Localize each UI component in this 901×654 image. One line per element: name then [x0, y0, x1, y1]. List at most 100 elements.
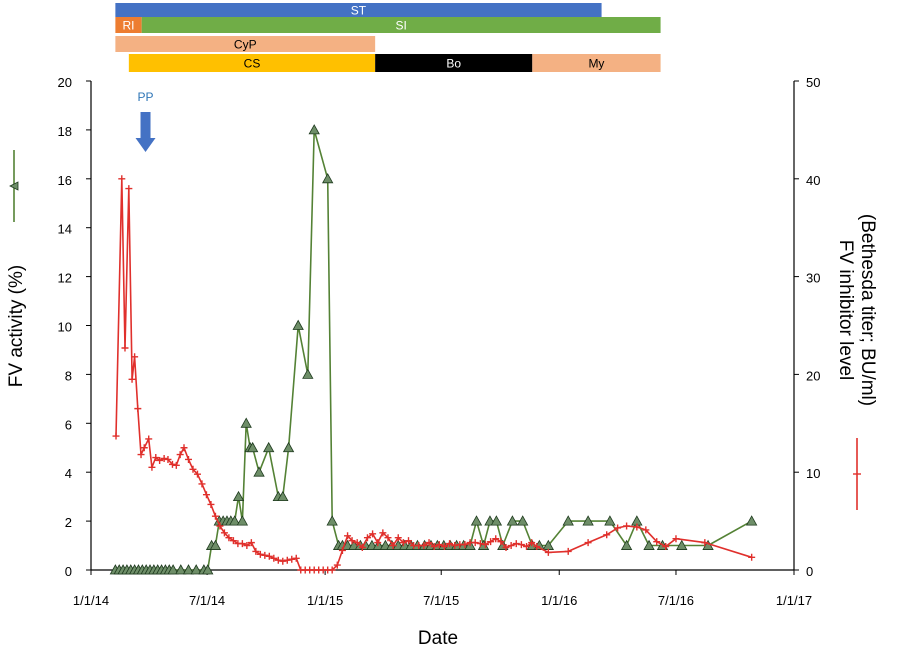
x-tick-label: 1/1/16 [541, 593, 577, 608]
fv-inhibitor-point [202, 491, 210, 499]
pp-annotation: PP [135, 90, 156, 152]
fv-inhibitor-point [148, 463, 156, 471]
fv-inhibitor-point [369, 530, 377, 538]
fv-inhibitor-point [435, 541, 443, 549]
fv-activity-point [282, 441, 295, 453]
fv-inhibitor-point [137, 451, 145, 459]
fv-inhibitor-point [492, 535, 500, 543]
y-right-ticks: 0 10 20 30 40 50 [794, 75, 820, 579]
treatment-bar-cs [128, 54, 376, 72]
fv-inhibitor-point [384, 534, 392, 542]
fv-activity-point [582, 515, 594, 526]
y-left-tick-label: 4 [65, 466, 72, 481]
fv-activity-point [262, 441, 275, 453]
fv-inhibitor-point [168, 460, 176, 468]
y-left-tick-label: 10 [58, 320, 72, 335]
fv-inhibitor-point [353, 539, 361, 547]
fv-inhibitor-point [642, 526, 650, 534]
fv-inhibitor-point [261, 551, 269, 559]
fv-activity-point [745, 515, 758, 526]
fv-inhibitor-point [121, 344, 129, 352]
treatment-bar-label-bo: Bo [446, 57, 461, 71]
fv-inhibitor-point [256, 550, 264, 558]
fv-inhibitor-point [507, 542, 515, 550]
fv-activity-point [292, 319, 304, 330]
fv-inhibitor-point [358, 544, 366, 552]
fv-inhibitor-point [614, 524, 622, 532]
fv-inhibitor-point [270, 554, 278, 562]
fv-inhibitor-point [487, 538, 495, 546]
fv-activity-point [308, 124, 320, 135]
fv-inhibitor-point [451, 542, 459, 550]
y-left-tick-label: 12 [58, 271, 72, 286]
fv-activity-point [236, 515, 249, 526]
x-tick-label: 7/1/14 [189, 593, 225, 608]
fv-activity-point [228, 515, 241, 526]
fv-inhibitor-point [328, 566, 336, 574]
fv-activity-point [175, 564, 187, 575]
fv-inhibitor-point [481, 541, 489, 549]
y-left-ticks: 0 2 4 6 8 10 12 14 16 18 20 [58, 75, 91, 579]
fv-inhibitor-point [374, 539, 382, 547]
fv-inhibitor-point [198, 480, 206, 488]
y-left-tick-label: 18 [58, 124, 72, 139]
fv-inhibitor-point [512, 540, 520, 548]
x-tick-label: 7/1/16 [658, 593, 694, 608]
fv-inhibitor-point [172, 461, 180, 469]
fv-inhibitor-point [247, 539, 255, 547]
fv-activity-point [470, 515, 483, 526]
fv-inhibitor-point [128, 375, 136, 383]
treatment-bar-cyp [115, 36, 376, 52]
fv-inhibitor-point [279, 557, 287, 565]
right-legend [853, 438, 861, 510]
fv-inhibitor-point [662, 543, 670, 551]
fv-inhibitor-point [152, 454, 160, 462]
fv-inhibitor-point [125, 185, 133, 193]
fv-inhibitor-point [207, 500, 215, 508]
fv-inhibitor-point [189, 465, 197, 473]
fv-inhibitor-point [389, 542, 397, 550]
fv-inhibitor-point [544, 548, 552, 556]
fv-inhibitor-point [274, 556, 282, 564]
fv-activity-point [643, 539, 655, 550]
axes [90, 81, 795, 571]
fv-inhibitor-line [115, 178, 752, 571]
treatment-bar-st [115, 3, 602, 17]
y-left-tick-label: 20 [58, 75, 72, 90]
fv-activity-point [562, 515, 574, 526]
y-right-tick-label: 40 [806, 173, 820, 188]
fv-activity-point [240, 417, 252, 428]
y-left-axis-title: FV activity (%) [6, 265, 27, 387]
fv-inhibitor-point [180, 444, 188, 452]
fv-inhibitor-point [446, 540, 454, 548]
fv-inhibitor-point [476, 540, 484, 548]
treatment-bar-label-ri: RI [123, 19, 135, 33]
x-tick-label: 1/1/15 [307, 593, 343, 608]
fv-inhibitor-point [701, 539, 709, 547]
fv-inhibitor-point [344, 532, 352, 540]
fv-activity-point [232, 490, 245, 502]
fv-inhibitor-point [394, 534, 402, 542]
x-axis-title: Date [418, 628, 458, 649]
left-legend [9, 150, 19, 222]
fv-inhibitor-point [517, 541, 525, 549]
fv-activity-point [302, 368, 314, 379]
fv-activity-point [506, 515, 519, 526]
fv-inhibitor-point [156, 456, 164, 464]
fv-inhibitor-point [145, 435, 153, 443]
fv-inhibitor-point [292, 554, 300, 562]
fv-inhibitor-point [399, 539, 407, 547]
fv-inhibitor-point [193, 470, 201, 478]
treatment-bar-label-cs: CS [244, 57, 261, 71]
fv-activity-point [676, 539, 688, 550]
treatment-bar-label-st: ST [351, 4, 367, 18]
treatment-bar-label-my: My [588, 57, 604, 71]
fv-activity-point [202, 564, 214, 575]
y-right-tick-label: 30 [806, 271, 820, 286]
fv-activity-point [182, 564, 195, 575]
fv-inhibitor-point [363, 534, 371, 542]
fv-inhibitor-point [288, 555, 296, 563]
fv-inhibitor-point [211, 512, 219, 520]
y-left-tick-label: 0 [65, 564, 72, 579]
fv-inhibitor-point [348, 537, 356, 545]
